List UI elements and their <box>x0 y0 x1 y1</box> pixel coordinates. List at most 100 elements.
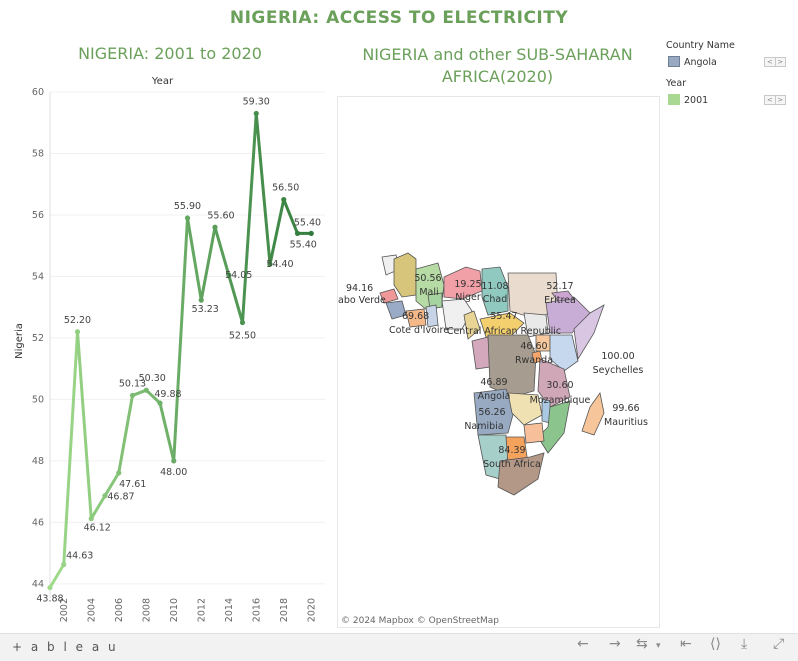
data-point[interactable] <box>253 110 259 117</box>
country-burkina[interactable] <box>427 292 443 310</box>
undo-icon[interactable]: ← <box>577 636 589 652</box>
map-countries[interactable] <box>379 252 605 496</box>
data-point[interactable] <box>102 493 108 499</box>
data-point[interactable] <box>294 230 301 237</box>
country-sudan[interactable] <box>507 272 559 320</box>
country-angola[interactable] <box>473 388 515 436</box>
series-segment[interactable] <box>172 216 189 463</box>
fullscreen-icon[interactable]: ⤢ <box>773 636 785 652</box>
series-segment[interactable] <box>268 198 286 266</box>
data-label: 53.23 <box>192 304 219 315</box>
country-guinea[interactable] <box>385 300 407 320</box>
pause-icon[interactable]: ⇤ <box>680 636 692 652</box>
data-point[interactable] <box>171 458 177 464</box>
legend-year-stepper[interactable]: < > <box>764 95 786 105</box>
legend-country-title: Country Name <box>666 40 735 51</box>
label-seychelles: Seychelles <box>593 365 644 376</box>
revert-icon[interactable]: ⇆ <box>636 636 648 652</box>
map-attribution[interactable]: © 2024 Mapbox © OpenStreetMap <box>341 616 499 626</box>
share-icon[interactable]: ⟨⟩ <box>710 636 721 652</box>
series-segment[interactable] <box>254 112 272 266</box>
country-cote-divoire[interactable] <box>405 308 427 328</box>
next-icon[interactable]: > <box>774 58 786 66</box>
country-kenya[interactable] <box>549 334 579 372</box>
label-chad: Chad <box>483 294 508 305</box>
series-segment[interactable] <box>282 198 299 235</box>
country-drc[interactable] <box>487 334 537 398</box>
series-segment[interactable] <box>199 225 217 302</box>
data-point[interactable] <box>239 319 246 326</box>
country-car[interactable] <box>479 312 525 338</box>
data-point[interactable] <box>61 561 67 568</box>
tableau-logo[interactable]: + a b l e a u <box>12 640 119 654</box>
country-mozambique[interactable] <box>537 400 571 454</box>
data-point[interactable] <box>74 329 81 335</box>
series-segment[interactable] <box>144 388 162 405</box>
data-point[interactable] <box>116 470 122 476</box>
country-tanzania[interactable] <box>537 358 571 408</box>
data-label: 46.12 <box>84 523 111 534</box>
data-point[interactable] <box>267 261 273 267</box>
revert-dropdown-icon[interactable]: ▾ <box>656 641 661 651</box>
legend-country-stepper[interactable]: < > <box>764 57 786 67</box>
redo-icon[interactable]: → <box>609 636 621 652</box>
series-segment[interactable] <box>186 216 203 302</box>
country-zambia[interactable] <box>507 392 543 426</box>
data-point[interactable] <box>157 400 163 406</box>
series-segment[interactable] <box>76 330 93 521</box>
data-point[interactable] <box>281 196 287 203</box>
data-point[interactable] <box>308 230 314 237</box>
label-value-car: 55.47 <box>490 311 517 322</box>
legend-year-label: 2001 <box>684 95 709 106</box>
country-south-sudan[interactable] <box>523 312 549 338</box>
prev-icon[interactable]: < <box>766 58 773 66</box>
series-segment[interactable] <box>158 401 176 463</box>
line-chart[interactable]: Year Nigeria 44 46 48 50 52 54 56 58 60 2002 2004 200… <box>0 70 335 630</box>
country-mauritania[interactable] <box>393 252 417 298</box>
label-mauritius: Mauritius <box>604 417 648 428</box>
label-mozambique: Mozambique <box>530 395 591 406</box>
label-value-mali: 50.56 <box>414 273 441 284</box>
series-segment[interactable] <box>213 225 231 277</box>
data-label: 48.00 <box>160 467 187 478</box>
data-point[interactable] <box>212 224 218 230</box>
map-panel[interactable]: 94.16 abo Verde 50.56 Mali 19.25 Niger 11.08 Ch… <box>337 96 660 628</box>
data-point[interactable] <box>88 516 94 522</box>
series-segment[interactable] <box>62 330 79 566</box>
country-senegal[interactable] <box>379 288 399 304</box>
label-angola: Angola <box>478 391 511 402</box>
country-chad[interactable] <box>481 266 509 316</box>
data-point[interactable] <box>143 387 149 393</box>
data-label: 52.50 <box>229 331 256 342</box>
data-label: 55.90 <box>174 201 201 212</box>
country-cameroon[interactable] <box>463 310 481 340</box>
country-zimbabwe[interactable] <box>523 422 545 444</box>
prev-icon[interactable]: < <box>766 96 773 104</box>
country-somalia[interactable] <box>573 304 605 361</box>
country-congo[interactable] <box>471 336 491 370</box>
series-segment[interactable] <box>227 273 244 325</box>
legend-year-title: Year <box>666 78 687 89</box>
data-point[interactable] <box>198 297 204 303</box>
data-point[interactable] <box>47 584 53 591</box>
y-tick-label: 48 <box>32 456 44 467</box>
next-icon[interactable]: > <box>774 96 786 104</box>
series-segment[interactable] <box>241 112 258 325</box>
series-segment[interactable] <box>48 562 66 590</box>
series-segment[interactable] <box>117 393 134 475</box>
series-segment[interactable] <box>103 471 121 498</box>
country-eritrea[interactable] <box>551 290 575 302</box>
chart-series-line[interactable] <box>48 112 313 590</box>
country-madagascar[interactable] <box>581 392 605 436</box>
label-value-south-africa: 84.39 <box>498 445 525 456</box>
data-point[interactable] <box>226 272 232 278</box>
chart-points[interactable] <box>47 110 314 591</box>
data-point[interactable] <box>184 215 191 221</box>
series-segment[interactable] <box>89 494 107 521</box>
country-south-africa[interactable] <box>497 452 545 496</box>
country-ghana[interactable] <box>425 304 439 328</box>
data-point[interactable] <box>129 392 136 399</box>
download-icon[interactable]: ⤓ <box>741 636 748 652</box>
